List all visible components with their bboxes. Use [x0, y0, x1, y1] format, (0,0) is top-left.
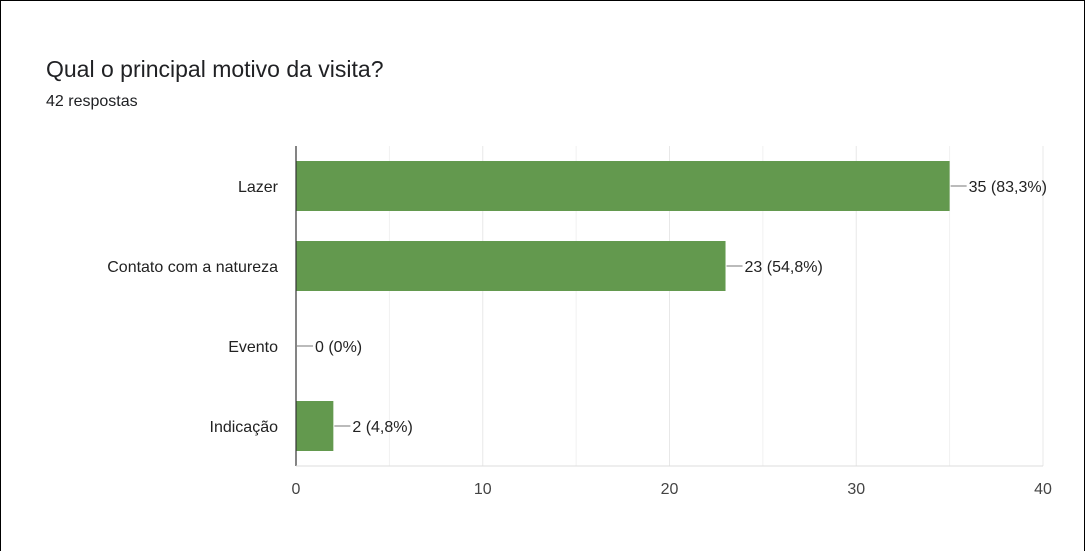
category-label: Lazer	[238, 179, 279, 196]
chart-title: Qual o principal motivo da visita?	[46, 56, 384, 82]
category-label: Evento	[228, 339, 278, 356]
value-label: 35 (83,3%)	[969, 179, 1047, 196]
axes	[295, 146, 1043, 467]
bar	[296, 161, 950, 211]
response-count: 42 respostas	[46, 93, 138, 110]
x-tick-label: 10	[474, 481, 492, 498]
x-tick-label: 40	[1034, 481, 1052, 498]
labels: 0 10 20 30 40 Lazer 35 (83,3%) Contato com a na…	[107, 179, 1052, 498]
category-label: Indicação	[210, 419, 279, 436]
bar	[296, 401, 334, 451]
category-label: Contato com a natureza	[107, 259, 278, 276]
x-tick-label: 20	[661, 481, 679, 498]
value-label: 2 (4,8%)	[352, 419, 412, 436]
x-tick-label: 0	[292, 481, 301, 498]
bar	[296, 241, 726, 291]
x-tick-label: 30	[847, 481, 865, 498]
value-label: 0 (0%)	[315, 339, 362, 356]
bars	[296, 161, 950, 451]
value-label: 23 (54,8%)	[745, 259, 823, 276]
